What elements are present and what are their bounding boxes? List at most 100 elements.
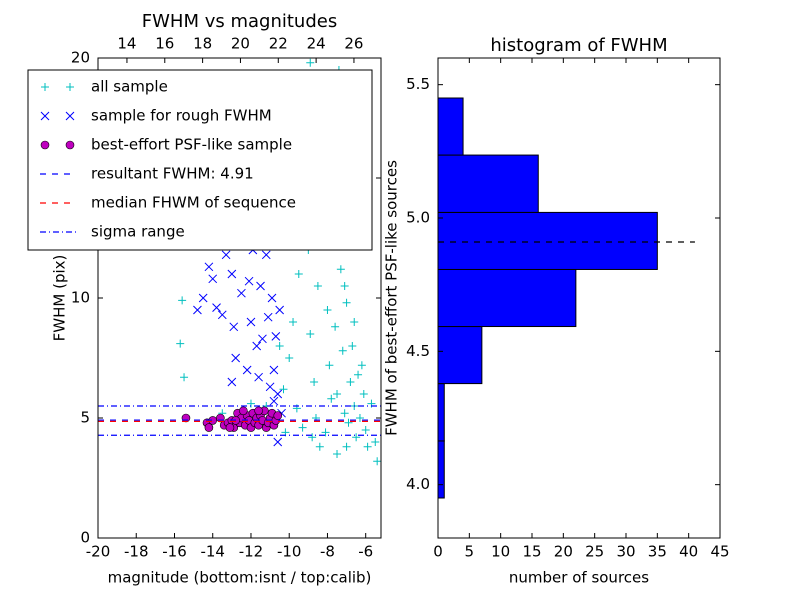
- marker: [354, 370, 363, 379]
- bar: [437, 268, 577, 328]
- marker: [221, 250, 231, 260]
- y-tick-label: 4.0: [406, 475, 430, 493]
- marker: [212, 303, 221, 312]
- marker: [41, 83, 49, 91]
- x-tick-label: -10: [277, 543, 302, 561]
- marker: [325, 361, 334, 370]
- marker: [333, 450, 342, 458]
- marker: [273, 411, 283, 420]
- bar: [437, 211, 658, 270]
- marker: [361, 426, 370, 434]
- bar: [437, 97, 464, 156]
- marker: [254, 372, 263, 382]
- legend-label: all sample: [91, 78, 168, 96]
- marker: [371, 438, 380, 446]
- bar: [437, 383, 445, 442]
- marker: [348, 342, 357, 350]
- x-tick-label: 20: [554, 543, 573, 561]
- marker: [346, 378, 355, 386]
- marker: [323, 306, 332, 314]
- marker: [275, 342, 284, 350]
- marker: [357, 361, 366, 370]
- marker: [198, 293, 208, 303]
- marker: [265, 382, 275, 392]
- marker: [289, 318, 298, 326]
- chart-title: histogram of FWHM: [490, 35, 667, 56]
- marker: [225, 423, 235, 432]
- marker: [306, 58, 315, 67]
- chart-title: FWHM vs magnitudes: [142, 11, 337, 32]
- x2-tick-label: 26: [344, 35, 363, 53]
- marker: [258, 334, 267, 344]
- bar: [437, 154, 539, 213]
- x-tick-label: -18: [124, 543, 149, 561]
- marker: [340, 409, 349, 418]
- x-tick-label: -14: [200, 543, 225, 561]
- marker: [342, 298, 351, 307]
- y-tick-label: 20: [71, 49, 90, 67]
- y-tick-label: 4.5: [406, 342, 430, 360]
- marker: [359, 390, 368, 398]
- x-axis-label: magnitude (bottom:isnt / top:calib): [108, 569, 372, 587]
- marker: [310, 378, 319, 386]
- x2-tick-label: 14: [117, 35, 136, 53]
- marker: [279, 385, 288, 394]
- marker: [261, 250, 271, 260]
- marker: [217, 310, 227, 320]
- axes-frame: [437, 57, 721, 539]
- marker: [344, 418, 353, 427]
- marker: [338, 346, 347, 355]
- x2-tick-label: 18: [193, 35, 212, 53]
- marker: [342, 442, 351, 451]
- marker: [239, 406, 248, 416]
- x-tick-label: 40: [679, 543, 698, 561]
- legend-box: [27, 69, 373, 251]
- marker: [363, 442, 372, 451]
- bar: [437, 440, 445, 499]
- legend-label: median FHWM of sequence: [91, 194, 296, 212]
- marker: [340, 282, 349, 290]
- marker: [252, 341, 262, 351]
- marker: [355, 414, 364, 422]
- bar: [437, 326, 483, 385]
- y-tick-label: 10: [71, 289, 90, 307]
- y-axis-label: FWHM (pix): [51, 255, 69, 342]
- marker: [246, 317, 256, 327]
- marker: [267, 293, 277, 303]
- x-tick-label: -20: [86, 543, 111, 561]
- x-tick-label: -12: [239, 543, 264, 561]
- marker: [176, 339, 185, 348]
- marker: [66, 83, 74, 91]
- marker: [269, 396, 279, 406]
- y-axis-label: FWHM of best-effort PSF-like sources: [383, 160, 401, 436]
- marker: [229, 322, 239, 332]
- marker: [65, 140, 75, 150]
- marker: [331, 322, 340, 331]
- marker: [294, 270, 303, 278]
- marker: [315, 442, 324, 451]
- y-tick-label: 5.0: [406, 209, 430, 227]
- marker: [208, 274, 218, 284]
- marker: [204, 262, 214, 272]
- x-tick-label: 30: [616, 543, 635, 561]
- legend-label: resultant FWHM: 4.91: [91, 165, 254, 183]
- marker: [178, 296, 187, 305]
- x-tick-label: 0: [433, 543, 443, 561]
- marker: [308, 433, 317, 442]
- marker: [313, 282, 322, 290]
- y-tick-label: 5.5: [406, 75, 430, 93]
- marker: [204, 423, 214, 432]
- marker: [244, 276, 254, 286]
- marker: [65, 111, 75, 121]
- legend-label: best-effort PSF-like sample: [91, 136, 292, 154]
- x-axis-label: number of sources: [509, 569, 649, 587]
- marker: [263, 312, 273, 322]
- marker: [273, 389, 283, 399]
- marker: [256, 281, 265, 291]
- marker: [271, 332, 281, 341]
- marker: [227, 377, 237, 387]
- marker: [321, 428, 330, 437]
- legend-label: sample for rough FWHM: [91, 107, 272, 125]
- marker: [298, 423, 307, 432]
